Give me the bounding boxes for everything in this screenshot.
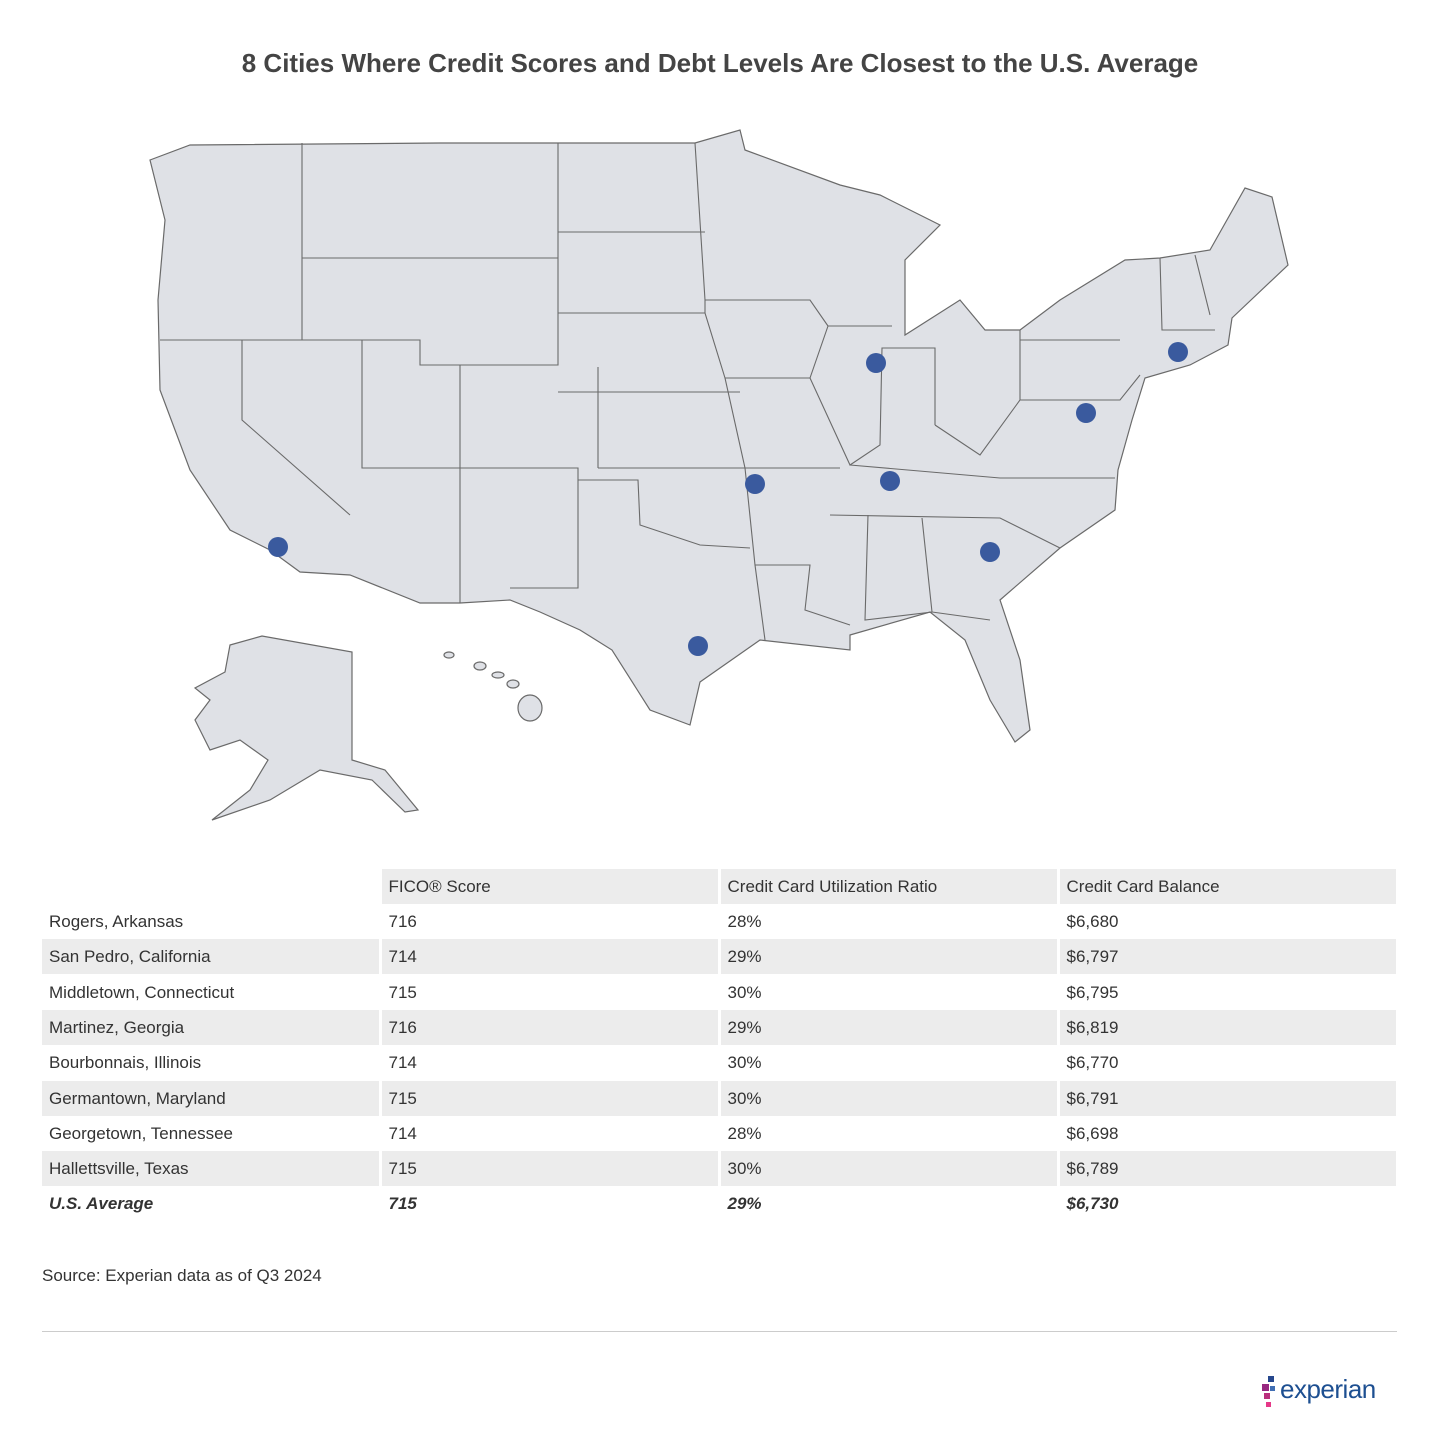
alaska — [193, 635, 420, 821]
table-cell: $6,680 — [1066, 912, 1119, 931]
logo-square — [1268, 1376, 1274, 1382]
border — [829, 514, 1061, 549]
average-cell: $6,730 — [1066, 1194, 1119, 1214]
border — [864, 514, 933, 621]
table-cell: $6,789 — [1059, 1151, 1396, 1187]
logo-square — [1264, 1393, 1270, 1399]
border — [1159, 257, 1215, 331]
average-cell: U.S. Average — [49, 1194, 154, 1214]
contiguous-us — [149, 129, 1289, 743]
table-cell: $6,819 — [1059, 1009, 1396, 1045]
table-cell: Martinez, Georgia — [42, 1009, 379, 1045]
table-cell: 714 — [388, 1053, 417, 1073]
logo-mark — [1262, 1376, 1275, 1407]
border — [160, 143, 559, 366]
us-map — [149, 129, 1289, 821]
city-dot — [745, 474, 765, 494]
city-dot — [980, 542, 1000, 562]
city-dot — [866, 353, 886, 373]
city-dot — [1168, 342, 1188, 362]
border — [1194, 254, 1211, 316]
table-cell: 714 — [388, 1123, 417, 1143]
logo-square — [1266, 1402, 1271, 1407]
header-cell: Credit Card Balance — [1059, 869, 1396, 904]
border — [934, 330, 1021, 456]
city-dot — [688, 636, 708, 656]
table-cell: 29% — [720, 939, 1057, 975]
table-cell: Hallettsville, Texas — [42, 1151, 379, 1187]
source-note: Source: Experian data as of Q3 2024 — [42, 1266, 322, 1285]
island — [473, 661, 487, 671]
border — [755, 564, 851, 626]
table-cell: 28% — [727, 912, 762, 931]
hawaii — [443, 651, 543, 722]
island — [443, 651, 455, 659]
table-cell: Middletown, Connecticut — [49, 982, 235, 1002]
border — [849, 464, 1115, 479]
table-cell: 716 — [388, 912, 417, 931]
table-cell: 715 — [381, 1080, 718, 1116]
table-cell: 28% — [727, 1123, 762, 1143]
header-cell: Credit Card Utilization Ratio — [720, 869, 1057, 904]
table-cell: 30% — [720, 1080, 1057, 1116]
city-dot — [1076, 403, 1096, 423]
border — [578, 479, 751, 549]
logo-text: experian — [1280, 1374, 1376, 1404]
table-cell: $6,795 — [1066, 982, 1119, 1002]
table-cell: $6,698 — [1066, 1123, 1119, 1143]
table-cell: 715 — [381, 1151, 718, 1187]
logo: experian — [1262, 1370, 1402, 1410]
border — [241, 340, 351, 516]
table-cell: 29% — [720, 1009, 1057, 1045]
state-borders — [160, 142, 1215, 641]
title: 8 Cities Where Credit Scores and Debt Le… — [241, 48, 1199, 78]
city-markers — [268, 342, 1188, 656]
table-cell: 30% — [720, 1151, 1057, 1187]
divider — [42, 1331, 1397, 1332]
border — [459, 365, 579, 589]
table-cell: Bourbonnais, Illinois — [49, 1053, 202, 1073]
logo-square — [1262, 1384, 1269, 1391]
table-cell: $6,797 — [1059, 939, 1396, 975]
average-cell: 715 — [388, 1194, 417, 1214]
table-cell: Rogers, Arkansas — [49, 912, 184, 931]
table-cell: San Pedro, California — [42, 939, 379, 975]
header-cell: FICO® Score — [381, 869, 718, 904]
island — [517, 694, 543, 722]
table-cell: 715 — [388, 982, 417, 1002]
table-cell: 30% — [727, 982, 762, 1002]
border — [361, 340, 461, 603]
city-dot — [268, 537, 288, 557]
island — [491, 671, 505, 679]
city-dot — [880, 471, 900, 491]
border — [1020, 374, 1141, 401]
table-cell: 716 — [381, 1009, 718, 1045]
table-cell: $6,770 — [1066, 1053, 1119, 1073]
table-cell: 30% — [727, 1053, 762, 1073]
border — [931, 611, 991, 621]
table-cell: Georgetown, Tennessee — [49, 1123, 233, 1143]
logo-square — [1270, 1386, 1275, 1391]
border — [809, 347, 936, 466]
average-cell: 29% — [727, 1194, 762, 1214]
table-cell: $6,791 — [1059, 1080, 1396, 1116]
table-cell: 714 — [381, 939, 718, 975]
table-cell: Germantown, Maryland — [42, 1080, 379, 1116]
island — [506, 679, 520, 689]
